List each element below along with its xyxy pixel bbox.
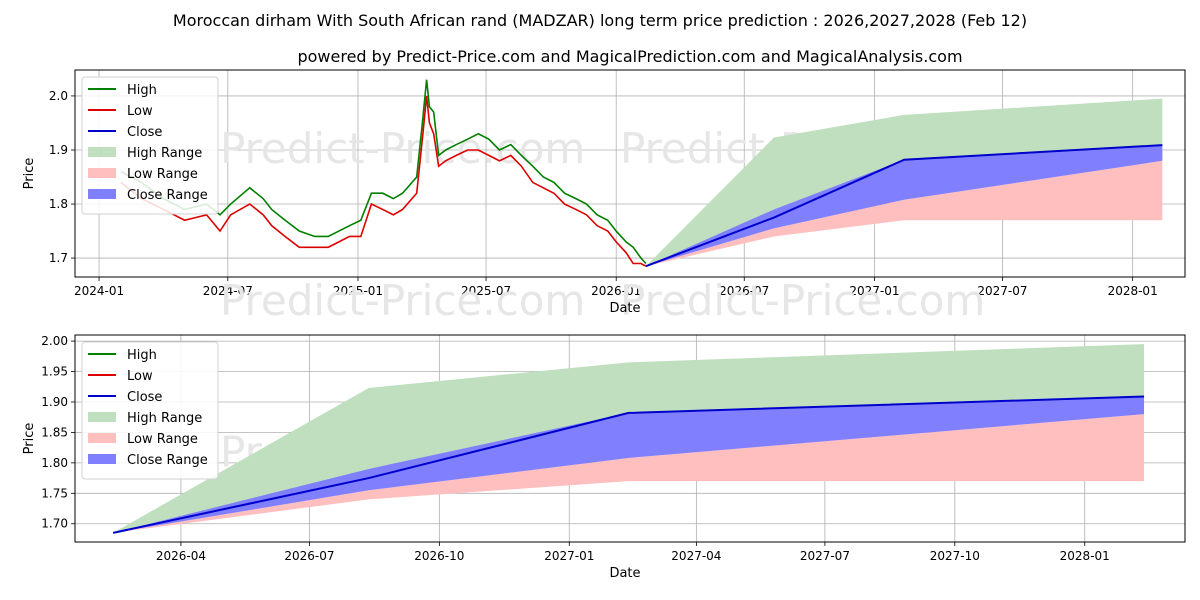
- legend-swatch-patch: [88, 433, 116, 443]
- x-axis-label: Date: [609, 301, 640, 316]
- close-line: [645, 144, 1163, 268]
- bottom-panel: 2026-04 2026-07 2026-10 2027-01 2027-04 2027-…: [22, 334, 1186, 581]
- low-range-area: [645, 160, 1163, 267]
- legend-box: [81, 76, 219, 215]
- close-range-area: [645, 145, 1163, 267]
- x-tick-label: 2028-01: [1060, 549, 1110, 563]
- axes-frame: [74, 334, 1186, 543]
- x-axis-label: Date: [609, 566, 640, 581]
- x-tick-label: 2026-07: [284, 549, 334, 563]
- legend-label: Low Range: [127, 167, 198, 182]
- y-tick-label: 1.8: [49, 197, 68, 211]
- y-tick-label: 2.00: [41, 334, 68, 348]
- low-range-area: [113, 414, 1145, 533]
- legend-box: [81, 341, 219, 480]
- close-line: [112, 395, 1145, 534]
- legend-label: Close Range: [127, 453, 208, 468]
- x-tick-label: 2026-07: [719, 284, 769, 298]
- y-tick-label: 1.95: [41, 365, 68, 379]
- watermark-text: Predict-Price.com: [220, 124, 585, 173]
- x-tick-label: 2026-04: [156, 549, 206, 563]
- x-tick-label: 2026-10: [414, 549, 464, 563]
- y-tick-label: 2.0: [49, 89, 68, 103]
- top-panel: 2024-01 2024-07 2025-01 2025-07 2026-01 2026-…: [22, 69, 1186, 325]
- y-tick-label: 1.80: [41, 456, 68, 470]
- x-tick-label: 2027-10: [930, 549, 980, 563]
- y-tick-label: 1.7: [49, 251, 68, 265]
- legend-swatch-patch: [88, 189, 116, 199]
- legend-label: Low: [127, 104, 153, 119]
- x-tick-label: 2026-01: [591, 284, 641, 298]
- x-tick-label: 2027-01: [849, 284, 899, 298]
- high-line: [120, 79, 647, 265]
- legend-label: Close Range: [127, 188, 208, 203]
- x-tick-label: 2027-07: [977, 284, 1027, 298]
- legend-label: High Range: [127, 411, 202, 426]
- high-range-area: [645, 98, 1163, 267]
- high-range-area: [113, 344, 1145, 533]
- legend-swatch-patch: [88, 147, 116, 157]
- legend-label: High Range: [127, 146, 202, 161]
- y-axis-label: Price: [22, 158, 37, 190]
- chart-subtitle: powered by Predict-Price.com and Magical…: [297, 47, 962, 66]
- x-tick-label: 2027-07: [800, 549, 850, 563]
- legend-label: Low Range: [127, 432, 198, 447]
- y-tick-label: 1.85: [41, 425, 68, 439]
- legend-label: High: [127, 83, 157, 98]
- y-tick-label: 1.70: [41, 517, 68, 531]
- watermark-text: Predict-Price.com: [220, 276, 585, 325]
- x-tick-label: 2028-01: [1108, 284, 1158, 298]
- legend-swatch-patch: [88, 168, 116, 178]
- chart-title: Moroccan dirham With South African rand …: [173, 11, 1027, 30]
- x-tick-label: 2027-04: [671, 549, 721, 563]
- y-tick-label: 1.90: [41, 395, 68, 409]
- y-tick-label: 1.75: [41, 486, 68, 500]
- legend-swatch-patch: [88, 454, 116, 464]
- x-tick-label: 2024-07: [203, 284, 253, 298]
- legend-swatch-patch: [88, 412, 116, 422]
- x-tick-label: 2025-01: [333, 284, 383, 298]
- legend-label: Low: [127, 369, 153, 384]
- close-range-area: [113, 396, 1145, 533]
- x-tick-label: 2024-01: [74, 284, 124, 298]
- axes-frame: [74, 69, 1186, 278]
- low-line: [120, 95, 647, 267]
- legend-label: Close: [127, 390, 162, 405]
- x-tick-label: 2027-01: [544, 549, 594, 563]
- legend-label: High: [127, 348, 157, 363]
- x-tick-label: 2025-07: [461, 284, 511, 298]
- y-tick-label: 1.9: [49, 143, 68, 157]
- y-axis-label: Price: [22, 423, 37, 455]
- watermark-text: Predict-Price.com: [620, 276, 985, 325]
- legend-label: Close: [127, 125, 162, 140]
